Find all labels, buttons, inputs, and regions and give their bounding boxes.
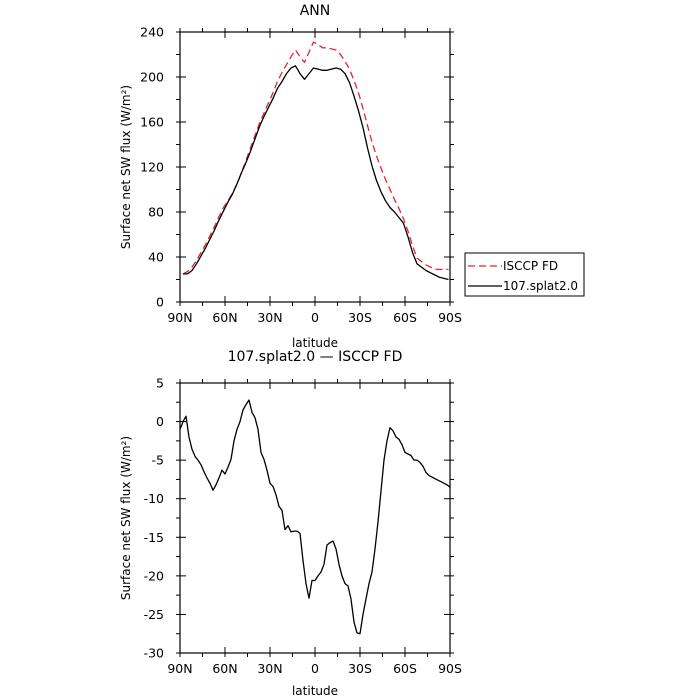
top-y-tick-label: 120 — [140, 160, 164, 175]
bottom-x-axis-label: latitude — [292, 684, 338, 698]
top-y-tick-label: 0 — [156, 295, 164, 310]
bottom-series-line-difference — [179, 399, 451, 635]
top-x-tick-label: 90S — [438, 310, 462, 325]
top-chart-title: ANN — [300, 3, 331, 19]
top-series-line-107-splat2-0 — [183, 65, 449, 281]
bottom-x-tick-label: 60N — [212, 661, 237, 676]
top-y-tick-label: 80 — [148, 205, 164, 220]
bottom-y-tick-label: -15 — [144, 530, 164, 545]
legend-label-107-splat2: 107.splat2.0 — [503, 279, 578, 293]
bottom-x-axis: 90N 60N 30N 0 30S 60S 90S — [167, 379, 462, 676]
bottom-y-tick-label: -10 — [144, 491, 164, 506]
top-y-tick-label: 200 — [140, 70, 164, 85]
top-x-tick-label: 30N — [257, 310, 282, 325]
top-y-tick-label: 160 — [140, 115, 164, 130]
top-y-axis-label: Surface net SW flux (W/m²) — [119, 85, 133, 249]
top-y-axis: 0 40 80 120 160 200 240 — [140, 25, 454, 310]
legend-box — [464, 252, 585, 297]
bottom-x-tick-label: 90S — [438, 661, 462, 676]
bottom-y-tick-label: -25 — [144, 607, 164, 622]
bottom-y-tick-label: -5 — [152, 453, 164, 468]
top-x-tick-label: 60N — [212, 310, 237, 325]
bottom-x-tick-label: 30N — [257, 661, 282, 676]
bottom-y-axis: -30 -25 -20 -15 -10 -5 0 5 — [144, 376, 454, 661]
bottom-x-tick-label: 60S — [393, 661, 417, 676]
top-x-tick-label: 90N — [167, 310, 192, 325]
top-y-tick-label: 40 — [148, 250, 164, 265]
top-plot-frame — [179, 31, 451, 303]
bottom-x-tick-label: 0 — [311, 661, 319, 676]
bottom-series-lines — [179, 399, 451, 635]
bottom-y-tick-label: 5 — [156, 376, 164, 391]
top-series-lines — [182, 41, 449, 281]
top-x-tick-label: 30S — [348, 310, 372, 325]
bottom-chart-title: 107.splat2.0 — ISCCP FD — [228, 349, 403, 365]
top-x-tick-label: 0 — [311, 310, 319, 325]
legend: ISCCP FD 107.splat2.0 — [464, 252, 585, 297]
top-series-line-isccp-fd — [182, 41, 449, 275]
bottom-y-tick-label: -30 — [144, 646, 164, 661]
bottom-chart-panel: 107.splat2.0 — ISCCP FD -30-25-20-15-10-… — [119, 349, 462, 698]
bottom-x-tick-label: 90N — [167, 661, 192, 676]
top-x-axis-label: latitude — [292, 336, 338, 350]
legend-label-isccp-fd: ISCCP FD — [503, 259, 558, 273]
bottom-y-tick-label: -20 — [144, 568, 164, 583]
bottom-x-tick-label: 30S — [348, 661, 372, 676]
top-x-axis: 90N 60N 30N 0 30S 60S 90S — [167, 28, 462, 325]
bottom-plot-frame — [179, 382, 451, 654]
top-y-tick-label: 240 — [140, 25, 164, 40]
bottom-y-tick-label: 0 — [156, 414, 164, 429]
bottom-y-axis-label: Surface net SW flux (W/m²) — [119, 436, 133, 600]
top-x-tick-label: 60S — [393, 310, 417, 325]
